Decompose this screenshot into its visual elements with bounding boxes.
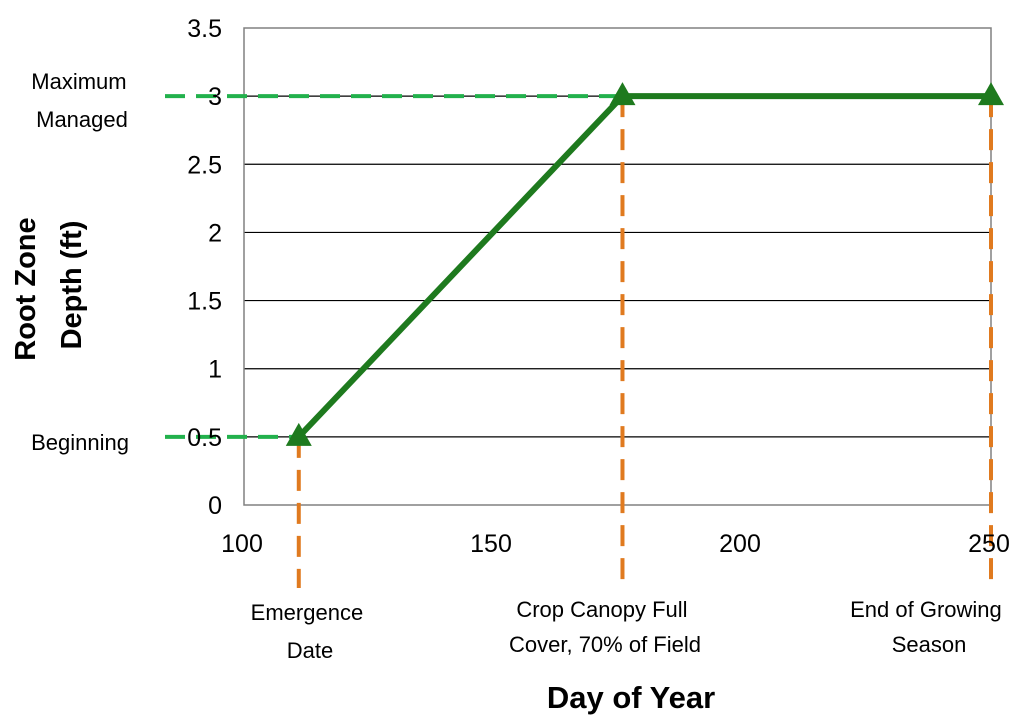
reference-lines (165, 94, 993, 588)
x-tick-label: 100 (221, 530, 263, 558)
x-tick-labels: 100 150 200 250 (221, 530, 1010, 558)
y-tick-labels: 0 0.5 1 1.5 2 2.5 3 3.5 (187, 15, 222, 520)
grid-lines (244, 95, 991, 438)
annotation-end-of-season: End of Growing Season (850, 597, 1008, 657)
y-tick-label: 3 (208, 83, 222, 111)
y-tick-label: 2 (208, 219, 222, 247)
x-tick-label: 150 (470, 530, 512, 558)
annotation-emergence-date: Emergence Date (251, 600, 370, 663)
y-axis-title: Root Zone Depth (ft) (10, 209, 88, 360)
y-tick-label: 0.5 (187, 424, 222, 452)
data-point-marker-2 (978, 82, 1004, 106)
x-axis-title: Day of Year (547, 680, 715, 715)
y-tick-label: 1.5 (187, 288, 222, 316)
y-tick-label: 1 (208, 356, 222, 384)
y-tick-label: 3.5 (187, 15, 222, 43)
annotation-beginning: Beginning (31, 430, 129, 455)
annotation-crop-canopy: Crop Canopy Full Cover, 70% of Field (509, 597, 701, 657)
series-line-0 (296, 93, 991, 439)
annotation-maximum-managed: Maximum Managed (31, 69, 132, 132)
y-tick-label: 0 (208, 492, 222, 520)
data-series (285, 82, 1004, 446)
data-point-marker-0 (285, 422, 312, 446)
data-point-marker-1 (609, 82, 636, 106)
y-tick-label: 2.5 (187, 151, 222, 179)
x-tick-label: 200 (719, 530, 761, 558)
x-tick-label: 250 (968, 530, 1010, 558)
